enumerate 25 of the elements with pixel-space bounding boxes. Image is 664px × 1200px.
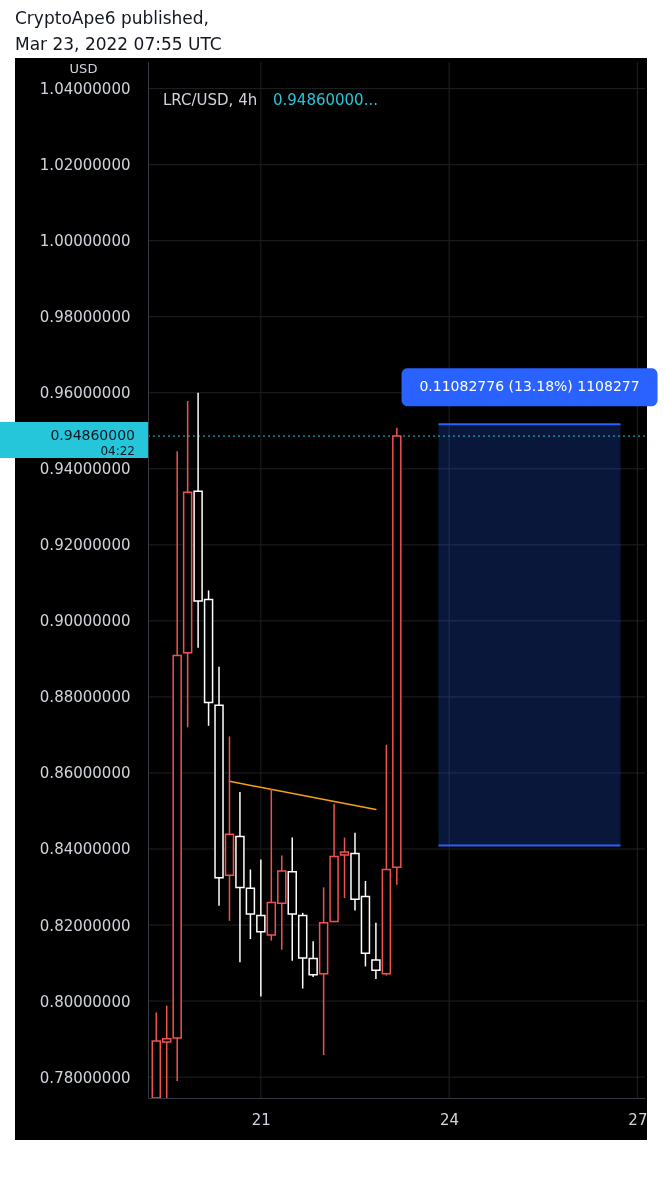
annotation: LRC/USD, 4h (163, 91, 258, 109)
y-tick-label: 0.94000000 (39, 460, 131, 479)
y-axis-title: USD (69, 60, 98, 76)
text: 04:22 (100, 444, 135, 459)
y-tick-label: 0.90000000 (39, 612, 131, 631)
y-tick-label: 1.02000000 (39, 156, 131, 175)
data-label: 0.11082776 (13.18%) 1108277 (419, 378, 640, 395)
y-tick-label: 1.00000000 (39, 232, 131, 251)
chart-title: CryptoApe6 published, (15, 8, 209, 28)
y-tick-label: 0.88000000 (39, 688, 131, 707)
y-tick-label: 0.80000000 (39, 992, 131, 1011)
y-tick-label: 0.82000000 (39, 916, 131, 935)
chart-subtitle: Mar 23, 2022 07:55 UTC (15, 34, 222, 54)
y-tick-label: 0.92000000 (39, 536, 131, 555)
ref-line-label: 0.94860000 (50, 427, 135, 444)
y-tick-label: 0.86000000 (39, 764, 131, 783)
x-tick-label: 21 (251, 1110, 271, 1129)
annotation: 0.94860000... (273, 91, 378, 109)
x-tick-label: 24 (440, 1110, 460, 1129)
y-tick-label: 0.84000000 (39, 840, 131, 859)
y-tick-label: 0.98000000 (39, 308, 131, 327)
y-tick-label: 1.04000000 (39, 80, 131, 99)
x-tick-label: 27 (628, 1110, 648, 1129)
y-tick-label: 0.96000000 (39, 384, 131, 403)
y-tick-label: 0.78000000 (39, 1068, 131, 1087)
